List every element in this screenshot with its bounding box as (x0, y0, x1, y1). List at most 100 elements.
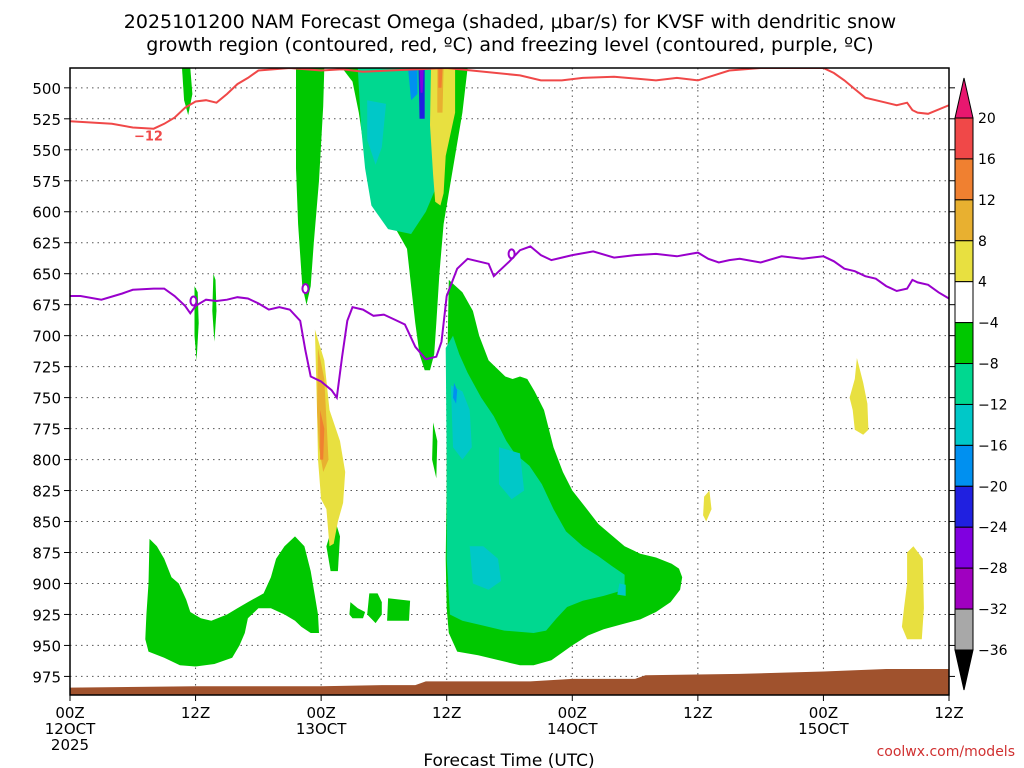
x-tick-label: 00Z (809, 704, 838, 722)
colorbar-tick-label: −20 (978, 479, 1008, 495)
colorbar-swatch (954, 608, 974, 651)
terrain-surface (70, 669, 949, 695)
omega-region (317, 348, 329, 472)
colorbar-tick-label: 20 (978, 111, 996, 127)
omega-region (703, 490, 712, 522)
omega-region (418, 68, 425, 119)
y-tick-label: 775 (32, 421, 61, 439)
y-tick-label: 850 (32, 514, 61, 532)
colorbar-swatch (954, 199, 974, 242)
omega-region (450, 385, 472, 460)
y-tick-label: 500 (32, 80, 61, 98)
colorbar-tick-label: 12 (978, 193, 996, 209)
y-tick-label: 725 (32, 359, 61, 377)
omega-region (367, 593, 382, 624)
omega-region (432, 422, 438, 479)
y-tick-label: 550 (32, 142, 61, 160)
x-tick-label: 12Z (934, 704, 963, 722)
colorbar-tick-label: −28 (978, 561, 1008, 577)
omega-region (901, 546, 924, 640)
x-tick-label: 14OCT (547, 720, 598, 738)
colorbar-tick-label: 16 (978, 152, 996, 168)
omega-shading (145, 68, 924, 667)
colorbar-tick-label: −24 (978, 520, 1008, 536)
freezing-contour-label: 0 (189, 295, 198, 307)
y-tick-label: 875 (32, 545, 61, 563)
omega-region (145, 536, 319, 667)
contours: −12 0 0 0 (70, 68, 949, 401)
colorbar-swatch (954, 567, 974, 610)
y-tick-label: 650 (32, 266, 61, 284)
colorbar-swatch (954, 117, 974, 160)
omega-region (212, 273, 217, 342)
freezing-contour-label: 0 (507, 248, 516, 260)
chart-title-line1: 2025101200 NAM Forecast Omega (shaded, μ… (124, 11, 896, 33)
omega-region (326, 519, 340, 572)
omega-region (419, 68, 424, 93)
y-tick-label: 675 (32, 297, 61, 315)
colorbar-tick-label: −12 (978, 397, 1008, 413)
omega-region (453, 382, 458, 404)
colorbar-top-arrow (954, 77, 974, 119)
colorbar-swatch (954, 281, 974, 324)
colorbar-swatch (954, 322, 974, 365)
colorbar-tick-label: −36 (978, 643, 1008, 659)
colorbar-bottom-arrow (954, 649, 974, 691)
y-tick-label: 575 (32, 173, 61, 191)
y-axis: 500 525 550 575 600 625 650 675 700 725 750 775 800 8… (32, 80, 955, 686)
y-tick-label: 925 (32, 606, 61, 624)
colorbar-swatch (954, 240, 974, 283)
y-tick-label: 750 (32, 390, 61, 408)
y-tick-label: 975 (32, 668, 61, 686)
omega-region (349, 602, 366, 619)
colorbar-swatch (954, 403, 974, 446)
plot-area: −12 0 0 0 (70, 68, 949, 695)
dendritic-contour-label: −12 (134, 130, 163, 145)
omega-region (438, 68, 443, 88)
y-tick-label: 825 (32, 483, 61, 501)
y-tick-label: 600 (32, 204, 61, 222)
y-tick-label: 900 (32, 575, 61, 593)
y-tick-label: 700 (32, 328, 61, 346)
freezing-contour-label: 0 (301, 283, 310, 295)
colorbar: 20 16 12 8 4 −4 −8 −12 −16 −20 −24 −28 −32 −36 (954, 77, 1008, 691)
omega-region (469, 546, 502, 590)
colorbar-tick-label: −4 (978, 316, 999, 332)
omega-region (320, 410, 325, 460)
omega-region (849, 358, 869, 435)
omega-region (499, 447, 525, 500)
colorbar-tick-label: 4 (978, 275, 987, 291)
colorbar-swatch (954, 363, 974, 405)
colorbar-swatch (954, 158, 974, 201)
colorbar-tick-label: −16 (978, 438, 1008, 454)
y-tick-label: 950 (32, 637, 61, 655)
omega-region (408, 68, 418, 101)
y-tick-label: 625 (32, 235, 61, 253)
y-tick-label: 525 (32, 111, 61, 129)
x-tick-label: 12Z (432, 704, 461, 722)
colorbar-tick-label: −32 (978, 602, 1008, 618)
x-tick-label: 00Z (558, 704, 587, 722)
colorbar-swatch (954, 526, 974, 569)
credit-label[interactable]: coolwx.com/models (877, 744, 1015, 760)
x-tick-label: 12OCT (45, 720, 96, 738)
omega-region (182, 68, 193, 116)
omega-region (430, 68, 456, 206)
x-tick-label: 2025 (51, 736, 89, 754)
x-tick-label: 13OCT (296, 720, 347, 738)
dendritic-contour-line (70, 68, 949, 130)
omega-region (296, 68, 325, 305)
x-tick-label: 15OCT (798, 720, 849, 738)
x-tick-label: 00Z (306, 704, 335, 722)
terrain-fill (70, 669, 949, 695)
x-axis-label: Forecast Time (UTC) (423, 751, 594, 768)
plot-frame (69, 67, 950, 696)
omega-region (387, 598, 411, 621)
colorbar-tick-label: −8 (978, 357, 999, 373)
omega-region (617, 583, 626, 596)
y-tick-label: 800 (32, 452, 61, 470)
omega-region (367, 100, 386, 165)
chart-title-line2: growth region (contoured, red, ºC) and f… (146, 34, 873, 56)
colorbar-tick-label: 8 (978, 234, 987, 250)
